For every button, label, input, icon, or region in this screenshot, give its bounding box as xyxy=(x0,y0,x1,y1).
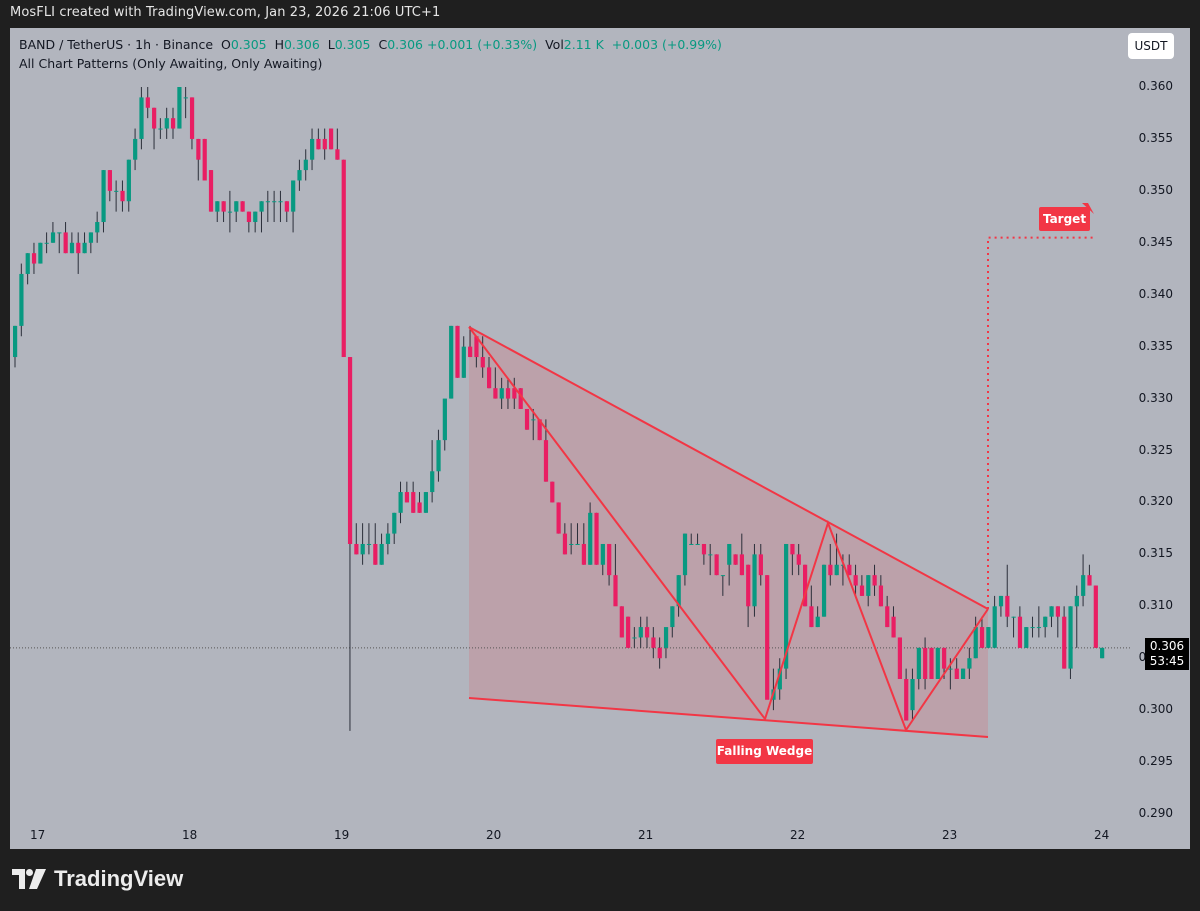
price-tick: 0.295 xyxy=(1138,754,1173,769)
price-tick: 0.315 xyxy=(1138,546,1173,561)
time-tick: 17 xyxy=(30,828,46,842)
target-label[interactable]: Target xyxy=(1039,207,1090,231)
caption-text: MosFLI created with TradingView.com, Jan… xyxy=(10,5,441,20)
time-tick: 23 xyxy=(942,828,958,842)
tradingview-brand: TradingView xyxy=(54,866,184,891)
price-tick: 0.345 xyxy=(1138,234,1173,249)
high-value: 0.306 xyxy=(283,37,320,52)
price-tick: 0.325 xyxy=(1138,442,1173,457)
price-tick: 0.310 xyxy=(1138,598,1173,613)
time-tick: 22 xyxy=(790,828,806,842)
price-tick: 0.355 xyxy=(1138,130,1173,145)
time-tick: 21 xyxy=(638,828,654,842)
low-value: 0.305 xyxy=(334,37,371,52)
bar-countdown: 53:45 xyxy=(1149,654,1185,668)
time-tick: 20 xyxy=(486,828,502,842)
open-value: 0.305 xyxy=(230,37,267,52)
top-caption-bar: MosFLI created with TradingView.com, Jan… xyxy=(0,0,1200,28)
chart-panel[interactable]: BAND / TetherUS · 1h · Binance O0.305 H0… xyxy=(10,28,1190,849)
tradingview-logo: TradingView xyxy=(12,866,183,892)
price-tick: 0.330 xyxy=(1138,390,1173,405)
price-tick: 0.340 xyxy=(1138,286,1173,301)
price-tick: 0.290 xyxy=(1138,806,1173,821)
falling-wedge-label[interactable]: Falling Wedge xyxy=(716,739,813,764)
time-tick: 24 xyxy=(1094,828,1110,842)
volume-change: +0.003 (+0.99%) xyxy=(611,37,722,52)
tradingview-logo-icon xyxy=(12,869,46,889)
change-value: +0.001 (+0.33%) xyxy=(426,37,538,52)
price-tick: 0.360 xyxy=(1138,79,1173,93)
close-value: 0.306 xyxy=(387,37,423,52)
price-tick: 0.335 xyxy=(1138,338,1173,353)
time-tick: 18 xyxy=(182,828,198,842)
indicator-legend[interactable]: All Chart Patterns (Only Awaiting, Only … xyxy=(19,56,323,71)
symbol-legend: BAND / TetherUS · 1h · Binance O0.305 H0… xyxy=(19,37,722,52)
volume-value: 2.11 K xyxy=(563,37,604,52)
candlestick-chart[interactable] xyxy=(10,28,1190,849)
price-tick: 0.300 xyxy=(1138,702,1173,717)
wedge-fill xyxy=(469,327,988,737)
last-price-tag: 0.306 53:45 xyxy=(1145,638,1189,670)
price-tick: 0.350 xyxy=(1138,182,1173,197)
currency-button[interactable]: USDT xyxy=(1128,33,1174,59)
time-tick: 19 xyxy=(334,828,350,842)
symbol-title[interactable]: BAND / TetherUS · 1h · Binance xyxy=(19,37,214,52)
price-tick: 0.320 xyxy=(1138,494,1173,509)
last-price-value: 0.306 xyxy=(1149,639,1185,653)
